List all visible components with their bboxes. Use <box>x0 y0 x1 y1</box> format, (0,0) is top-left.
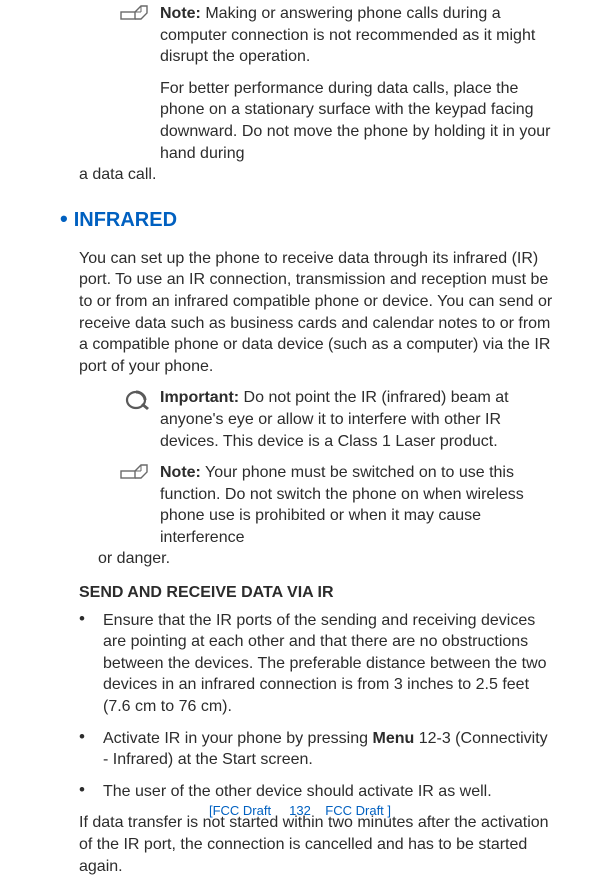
bullet-item-2: • Activate IR in your phone by pressing … <box>79 728 556 771</box>
note2-label: Note: <box>160 464 201 481</box>
send-receive-subhead: SEND AND RECEIVE DATA VIA IR <box>60 582 556 604</box>
note1-continuation: For better performance during data calls… <box>60 78 556 186</box>
note1-text1: Making or answering phone calls during a… <box>160 5 535 65</box>
bullet-mark: • <box>79 728 103 771</box>
important-icon <box>125 389 155 411</box>
note-icon <box>120 5 150 21</box>
note1-para2: For better performance during data calls… <box>60 78 556 186</box>
important-label: Important: <box>160 389 239 406</box>
note2-text-indent: Your phone must be switched on to use th… <box>160 464 524 546</box>
footer-right: FCC Draft ] <box>325 803 391 818</box>
bullet-text-2: Activate IR in your phone by pressing Me… <box>103 728 556 771</box>
heading-title: INFRARED <box>74 209 177 231</box>
page-footer: [FCC Draft 132 FCC Draft ] <box>0 802 600 820</box>
note-icon-2 <box>120 464 150 480</box>
ir-bullet-list: • Ensure that the IR ports of the sendin… <box>60 610 556 803</box>
note-block-2: Note: Your phone must be switched on to … <box>60 462 556 570</box>
footer-left: [FCC Draft <box>209 803 271 818</box>
note2-wrap: or danger. <box>60 548 556 570</box>
bullet-mark: • <box>79 781 103 803</box>
bullet2-pre: Activate IR in your phone by pressing <box>103 730 372 747</box>
important-block: Important: Do not point the IR (infrared… <box>60 387 556 452</box>
bullet-text-1: Ensure that the IR ports of the sending … <box>103 610 556 718</box>
bullet-mark: • <box>79 610 103 718</box>
footer-page: 132 <box>289 803 311 818</box>
note1-para2-indented: For better performance during data calls… <box>60 78 556 164</box>
section-heading-infrared: • INFRARED <box>60 204 556 234</box>
bullet-item-1: • Ensure that the IR ports of the sendin… <box>79 610 556 718</box>
note1-label: Note: <box>160 5 201 22</box>
note-block-1: Note: Making or answering phone calls du… <box>60 3 556 68</box>
note1-para2-wrap: a data call. <box>60 164 556 186</box>
infrared-intro: You can set up the phone to receive data… <box>60 248 556 378</box>
bullet-text-3: The user of the other device should acti… <box>103 781 556 803</box>
bullet2-bold: Menu <box>372 730 414 747</box>
heading-bullet: • <box>60 206 68 231</box>
bullet-item-3: • The user of the other device should ac… <box>79 781 556 803</box>
closing-para: If data transfer is not started within t… <box>60 812 556 877</box>
